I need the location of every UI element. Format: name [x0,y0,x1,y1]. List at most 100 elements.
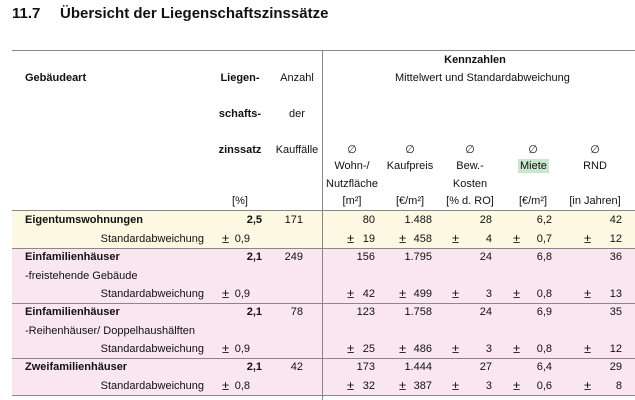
plus-minus: ± [347,286,355,301]
header-cell: Liegen- [220,72,260,84]
cell: 173 [356,361,375,373]
cell: 6,2 [536,214,552,226]
plus-minus: ± [347,231,355,246]
header-cell: [€/m²] [518,195,548,207]
cell: 13 [609,288,622,300]
avg-symbol: ∅ [405,144,415,156]
row-background [12,211,635,248]
cell: 8 [615,380,622,392]
cell: 0,9 [234,288,250,300]
std-label: Standardabweichung [100,380,204,392]
plus-minus: ± [452,341,460,356]
cell: 42 [290,361,303,373]
cell: 499 [413,288,432,300]
row-subname: -Reihenhäuser/ Doppelhaushälften [25,325,196,337]
cell: 0,7 [536,233,552,245]
cell: 0,8 [234,380,250,392]
plus-minus: ± [347,378,355,393]
plus-minus: ± [513,341,521,356]
cell: 2,1 [246,361,262,373]
cell: 80 [362,214,375,226]
row-background [12,358,635,395]
plus-minus: ± [584,341,592,356]
cell: 6,9 [536,306,552,318]
cell: 123 [356,306,375,318]
cell: 27 [479,361,492,373]
cell: 1.795 [404,251,432,263]
cell: 42 [362,288,375,300]
rule [12,395,635,396]
heading-number: 11.7 [12,5,41,22]
plus-minus: ± [584,286,592,301]
header-cell: Kauffälle [275,144,319,156]
std-label: Standardabweichung [100,288,204,300]
row-background [12,248,635,303]
row-background [12,303,635,358]
cell: 29 [609,361,622,373]
header-cell: [%] [232,195,248,207]
rule [12,303,635,304]
header-cell: Bew.- [456,160,484,172]
cell: 12 [609,233,622,245]
cell: 156 [356,251,375,263]
header-cell: [m²] [342,195,362,207]
header-cell: Kennzahlen [444,54,506,66]
header-cell: Kosten [452,178,488,190]
plus-minus: ± [399,378,407,393]
cell: 24 [479,251,492,263]
header-cell: Wohn-/ [334,160,370,172]
cell: 28 [479,214,492,226]
cell: 387 [413,380,432,392]
plus-minus: ± [513,286,521,301]
cell: 6,4 [536,361,552,373]
std-label: Standardabweichung [100,343,204,355]
cell: 249 [284,251,303,263]
header-cell: Gebäudeart [25,72,87,84]
header-cell: [% d. RO] [446,195,494,207]
row-name: Zweifamilienhäuser [25,361,128,373]
cell: 1.758 [404,306,432,318]
header-cell: Kaufpreis [386,160,434,172]
plus-minus: ± [452,378,460,393]
header-cell: Anzahl [280,72,314,84]
plus-minus: ± [513,378,521,393]
std-label: Standardabweichung [100,233,204,245]
cell: 25 [362,343,375,355]
rule [322,50,323,400]
cell: 42 [609,214,622,226]
cell: 1.444 [404,361,432,373]
cell: 24 [479,306,492,318]
plus-minus: ± [399,341,407,356]
plus-minus: ± [222,231,230,246]
cell: 2,1 [246,251,262,263]
rule [12,248,635,249]
row-name: Einfamilienhäuser [25,251,120,263]
cell: 3 [485,288,492,300]
cell: 3 [485,380,492,392]
avg-symbol: ∅ [590,144,600,156]
cell: 2,5 [246,214,262,226]
rule [12,358,635,359]
cell: 36 [609,251,622,263]
header-cell: Mittelwert und Standardabweichung [395,72,570,84]
header-cell: Miete [518,159,549,173]
cell: 0,8 [536,343,552,355]
heading-title: Übersicht der Liegenschaftszinssätze [60,5,329,22]
cell: 486 [413,343,432,355]
plus-minus: ± [222,378,230,393]
rule [12,50,635,51]
plus-minus: ± [584,231,592,246]
plus-minus: ± [452,231,460,246]
header-cell: zinssatz [218,144,262,156]
cell: 4 [485,233,492,245]
cell: 35 [609,306,622,318]
cell: 0,8 [536,288,552,300]
plus-minus: ± [399,286,407,301]
cell: 3 [485,343,492,355]
row-name: Einfamilienhäuser [25,306,120,318]
plus-minus: ± [222,286,230,301]
cell: 1.488 [404,214,432,226]
cell: 78 [290,306,303,318]
cell: 32 [362,380,375,392]
